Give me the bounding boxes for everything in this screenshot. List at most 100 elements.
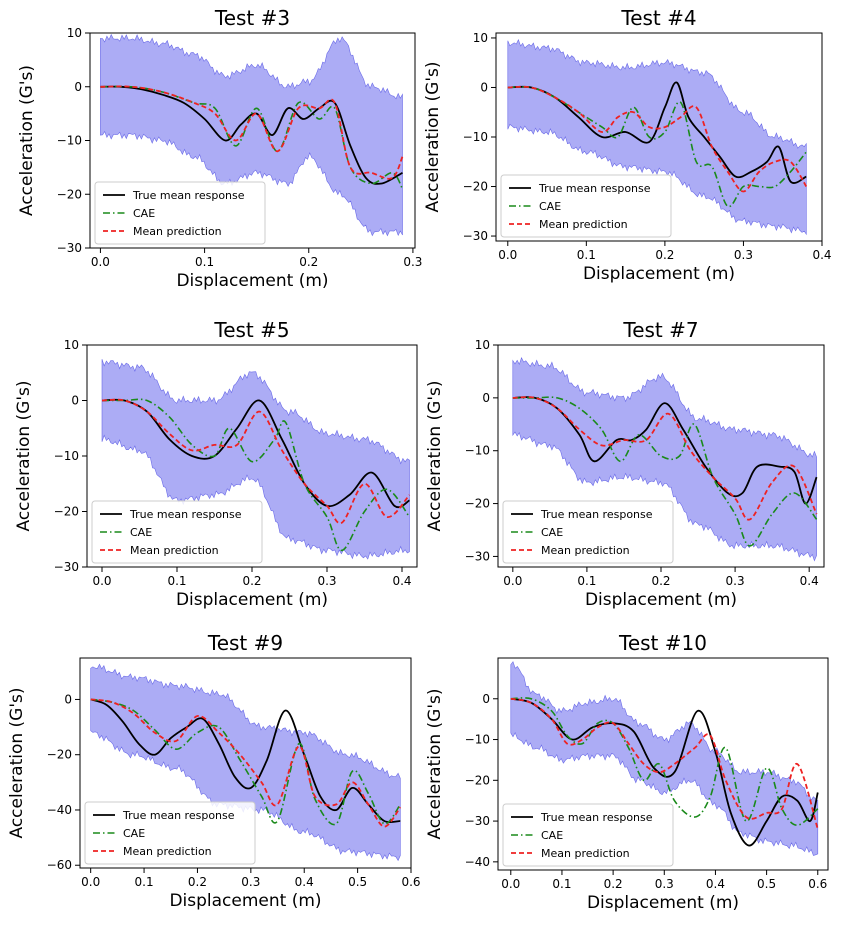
plot-area — [507, 39, 808, 236]
x-tick-label: 0.1 — [577, 248, 596, 262]
x-tick-label: 0.3 — [403, 255, 422, 269]
subplot-3: Test #5 0.0 0.1 0.2 0.3 0.4 −30 −20 −10 0 10 Displa… — [14, 318, 418, 610]
legend: True mean response CAE Mean prediction — [500, 174, 672, 238]
x-axis-label: Displacement (m) — [176, 590, 328, 610]
legend: True mean response CAE Mean prediction — [84, 801, 256, 865]
legend-label-cae: CAE — [539, 200, 561, 213]
x-tick-label: 0.0 — [503, 574, 522, 588]
legend-label-true: True mean response — [122, 809, 235, 822]
y-axis-label: Acceleration (G's) — [425, 688, 445, 839]
legend-label-true: True mean response — [132, 189, 245, 202]
y-tick-label: −20 — [465, 497, 490, 511]
legend-label-cae: CAE — [133, 207, 155, 220]
legend: True mean response CAE Mean prediction — [502, 803, 674, 867]
y-tick-label: −10 — [463, 130, 488, 144]
y-tick-label: −30 — [54, 560, 79, 574]
series-pred-line — [507, 85, 808, 193]
y-tick-label: −30 — [57, 241, 82, 255]
legend-label-true: True mean response — [538, 182, 651, 195]
y-tick-label: −40 — [465, 855, 490, 869]
x-axis-label: Displacement (m) — [587, 893, 739, 913]
y-tick-label: −10 — [57, 134, 82, 148]
legend-label-pred: Mean prediction — [541, 847, 630, 860]
x-tick-label: 0.1 — [552, 877, 571, 891]
y-tick-label: 0 — [482, 391, 490, 405]
y-tick-label: 10 — [473, 31, 488, 45]
subplot-4: Test #7 0.0 0.1 0.2 0.3 0.4 −30 −20 −10 0 10 Displa… — [425, 318, 825, 610]
series-true-line — [90, 698, 401, 824]
x-tick-label: 0.6 — [808, 877, 827, 891]
x-tick-label: 0.2 — [651, 574, 670, 588]
subplot-title: Test #10 — [618, 631, 707, 655]
x-axis-label: Displacement (m) — [169, 891, 321, 911]
legend-box — [91, 500, 263, 564]
series-true-line — [507, 81, 807, 184]
y-axis-label: Acceleration (G's) — [423, 61, 443, 212]
series-true-line — [101, 398, 410, 509]
y-axis-label: Acceleration (G's) — [17, 65, 37, 216]
legend-label-pred: Mean prediction — [133, 225, 222, 238]
series-cae-line — [90, 698, 401, 826]
uncertainty-band — [100, 33, 403, 237]
y-tick-label: −40 — [47, 803, 72, 817]
legend-label-true: True mean response — [540, 811, 653, 824]
legend-label-true: True mean response — [540, 508, 653, 521]
legend-label-cae: CAE — [541, 526, 563, 539]
legend-box — [84, 801, 256, 865]
legend: True mean response CAE Mean prediction — [94, 181, 266, 245]
legend-box — [502, 803, 674, 867]
legend-label-pred: Mean prediction — [539, 218, 628, 231]
x-tick-label: 0.3 — [241, 875, 260, 889]
subplot-2: Test #4 0.0 0.1 0.2 0.3 0.4 −30 −20 −10 0 10 Displa… — [423, 6, 832, 284]
y-tick-label: 0 — [480, 80, 488, 94]
y-tick-label: −30 — [465, 549, 490, 563]
legend: True mean response CAE Mean prediction — [91, 500, 263, 564]
series-pred-line — [90, 698, 402, 828]
x-tick-label: 0.2 — [655, 248, 674, 262]
y-tick-label: −30 — [465, 814, 490, 828]
x-tick-label: 0.3 — [317, 574, 336, 588]
x-tick-label: 0.3 — [726, 574, 745, 588]
x-tick-label: 0.3 — [655, 877, 674, 891]
y-tick-label: −20 — [57, 187, 82, 201]
subplot-5: Test #9 0.0 0.1 0.2 0.3 0.4 0.5 0.6 −60 −40 −20 0 Di… — [7, 631, 421, 911]
series-cae-line — [512, 396, 818, 547]
subplot-title: Test #5 — [213, 318, 289, 342]
subplot-title: Test #3 — [214, 6, 290, 30]
y-tick-label: −20 — [47, 748, 72, 762]
x-axis-label: Displacement (m) — [176, 271, 328, 291]
legend: True mean response CAE Mean prediction — [502, 500, 674, 564]
legend-label-pred: Mean prediction — [541, 544, 630, 557]
series-cae-line — [510, 697, 819, 827]
subplot-title: Test #7 — [622, 318, 698, 342]
subplot-title: Test #4 — [620, 6, 696, 30]
y-tick-label: 0 — [64, 692, 72, 706]
subplot-title: Test #9 — [207, 631, 283, 655]
series-true-line — [512, 396, 818, 505]
axes-frame — [497, 657, 829, 871]
plot-area — [101, 359, 411, 560]
y-tick-label: −30 — [463, 229, 488, 243]
x-tick-label: 0.1 — [195, 255, 214, 269]
subplot-1: Test #3 0.0 0.1 0.2 0.3 −30 −20 −10 0 10 Displacem… — [17, 6, 422, 291]
legend-label-pred: Mean prediction — [123, 845, 212, 858]
series-pred-line — [512, 396, 818, 521]
x-tick-label: 0.6 — [401, 875, 420, 889]
x-axis-label: Displacement (m) — [583, 264, 735, 284]
x-tick-label: 0.4 — [800, 574, 819, 588]
y-tick-label: −60 — [47, 858, 72, 872]
x-tick-label: 0.5 — [757, 877, 776, 891]
x-tick-label: 0.1 — [135, 875, 154, 889]
x-tick-label: 0.3 — [734, 248, 753, 262]
plot-area — [512, 357, 818, 562]
x-tick-label: 0.1 — [167, 574, 186, 588]
uncertainty-band — [90, 663, 401, 862]
legend-label-pred: Mean prediction — [130, 544, 219, 557]
x-tick-label: 0.2 — [604, 877, 623, 891]
series-cae-line — [101, 398, 411, 552]
legend-label-cae: CAE — [541, 829, 563, 842]
x-tick-label: 0.0 — [498, 248, 517, 262]
y-tick-label: 10 — [64, 338, 79, 352]
x-tick-label: 0.0 — [81, 875, 100, 889]
